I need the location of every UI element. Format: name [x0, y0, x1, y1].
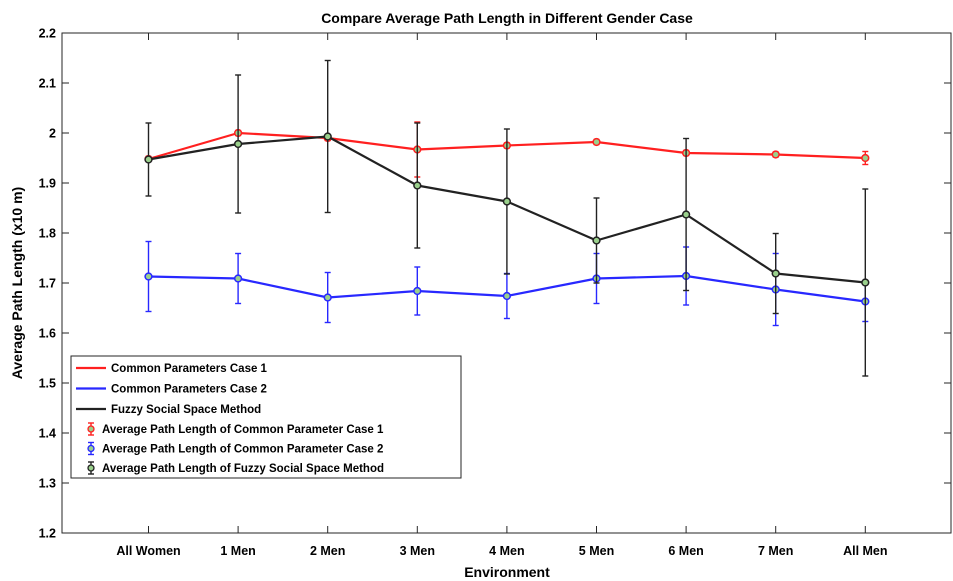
x-axis-label: Environment — [464, 564, 550, 580]
y-tick-label: 1.7 — [39, 277, 56, 291]
y-tick-label: 2.1 — [39, 77, 56, 91]
x-tick-label: 2 Men — [310, 544, 345, 558]
chart-title: Compare Average Path Length in Different… — [321, 10, 693, 26]
x-tick-label: All Women — [116, 544, 180, 558]
legend: Common Parameters Case 1 Common Parameter… — [70, 355, 462, 479]
legend-label: Average Path Length of Fuzzy Social Spac… — [102, 463, 384, 475]
y-tick-label: 1.5 — [39, 377, 56, 391]
data-point — [323, 132, 332, 141]
legend-label: Fuzzy Social Space Method — [111, 404, 261, 416]
legend-item-marker: Average Path Length of Common Parameter … — [87, 441, 383, 456]
data-point — [413, 286, 422, 296]
legend-label: Average Path Length of Common Parameter … — [102, 424, 384, 436]
data-point — [771, 269, 780, 278]
data-point — [144, 155, 153, 164]
data-point — [681, 210, 691, 219]
series-3 — [144, 59, 870, 377]
data-point — [233, 139, 243, 149]
legend-marker-swatch — [87, 464, 95, 472]
legend-label: Common Parameters Case 1 — [111, 363, 268, 375]
y-tick-label: 1.4 — [39, 427, 56, 441]
x-tick-label: 4 Men — [489, 544, 524, 558]
series-layer — [144, 59, 870, 377]
x-tick-label: 6 Men — [668, 544, 703, 558]
data-point — [592, 137, 601, 147]
y-tick-label: 1.2 — [39, 527, 56, 541]
x-tick-label: 7 Men — [758, 544, 793, 558]
legend-label: Common Parameters Case 2 — [111, 384, 267, 396]
y-tick-label: 1.6 — [39, 327, 56, 341]
y-axis-label: Average Path Length (x10 m) — [9, 187, 25, 379]
data-point — [323, 293, 332, 302]
legend-box — [70, 355, 462, 479]
data-point — [502, 197, 512, 206]
y-tick-label: 1.8 — [39, 227, 56, 241]
data-point — [861, 278, 870, 287]
data-point — [413, 181, 422, 190]
legend-item-marker: Average Path Length of Fuzzy Social Spac… — [87, 461, 384, 475]
y-tick-label: 1.3 — [39, 477, 56, 491]
x-tick-label: 5 Men — [579, 544, 614, 558]
data-point — [861, 153, 870, 163]
x-axis: All Women 1 Men 2 Men 3 Men 4 Men 5 Men 6 Men 7… — [116, 33, 888, 558]
legend-item: Common Parameters Case 2 — [76, 384, 267, 396]
data-point — [144, 272, 153, 281]
legend-item-marker: Average Path Length of Common Parameter … — [87, 422, 384, 436]
x-tick-label: 1 Men — [220, 544, 255, 558]
x-tick-label: 3 Men — [400, 544, 435, 558]
legend-item: Fuzzy Social Space Method — [76, 404, 261, 416]
y-tick-label: 1.9 — [39, 177, 56, 191]
legend-marker-swatch — [87, 444, 95, 453]
data-point — [771, 150, 780, 159]
data-point — [592, 236, 601, 245]
legend-label: Average Path Length of Common Parameter … — [102, 444, 383, 456]
data-point — [502, 291, 512, 301]
y-tick-label: 2.2 — [39, 27, 56, 41]
data-point — [233, 274, 243, 283]
y-axis: 1.2 1.3 1.4 1.5 1.6 1.7 1.8 1.9 2 2.1 2.2 — [39, 27, 951, 541]
legend-marker-swatch — [87, 425, 95, 433]
legend-item: Common Parameters Case 1 — [76, 363, 268, 375]
y-tick-label: 2 — [49, 127, 56, 141]
x-tick-label: All Men — [843, 544, 887, 558]
